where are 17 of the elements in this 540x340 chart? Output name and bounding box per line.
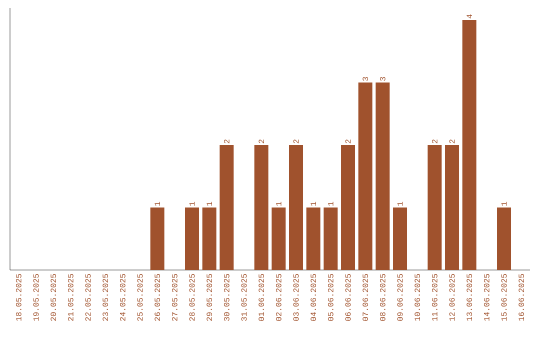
bar [289, 145, 304, 270]
bar [202, 208, 216, 270]
bar [393, 208, 408, 270]
bar [341, 145, 356, 270]
bar [150, 208, 164, 270]
bar [306, 208, 320, 270]
bar [220, 145, 234, 270]
bar [497, 208, 512, 270]
bar [462, 20, 476, 270]
bar [324, 208, 338, 270]
bar [254, 145, 268, 270]
bar [185, 208, 199, 270]
bar [376, 82, 390, 270]
bar [272, 208, 286, 270]
bar [428, 145, 442, 270]
bar [358, 82, 372, 270]
bar [445, 145, 460, 270]
